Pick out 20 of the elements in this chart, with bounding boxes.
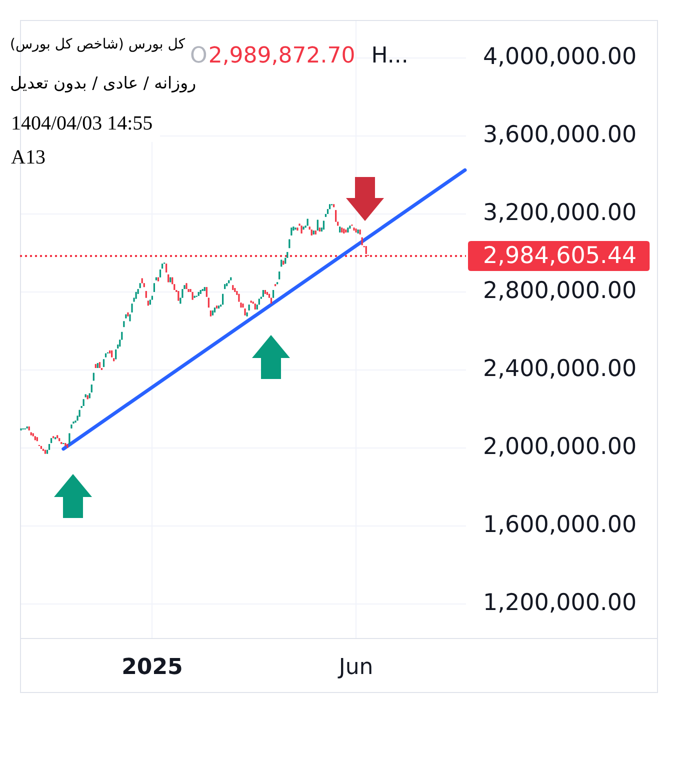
annotation: A13 bbox=[11, 146, 46, 168]
candlestick bbox=[206, 286, 208, 298]
y-tick-label: 2,800,000.00 bbox=[483, 278, 637, 304]
annotation: 2,989,872.70 bbox=[208, 44, 356, 69]
y-tick-label: 4,000,000.00 bbox=[483, 44, 637, 70]
y-tick-label: 1,200,000.00 bbox=[483, 590, 637, 616]
y-tick-label: 3,200,000.00 bbox=[483, 200, 637, 226]
y-tick-label: 2,000,000.00 bbox=[483, 434, 637, 460]
x-tick-label: 2025 bbox=[122, 654, 183, 680]
annotation: O bbox=[190, 44, 208, 69]
y-tick-label: 3,600,000.00 bbox=[483, 122, 637, 148]
y-tick-label: 2,400,000.00 bbox=[483, 356, 637, 382]
annotation: H... bbox=[371, 44, 408, 69]
ref-line-label: 2,984,605.44 bbox=[483, 242, 637, 269]
y-tick-label: 1,600,000.00 bbox=[483, 512, 637, 538]
x-tick-label: Jun bbox=[336, 654, 374, 680]
text: روزانه / عادی / بدون تعدیل bbox=[10, 73, 196, 94]
annotation: 1404/04/03 14:55 bbox=[11, 112, 153, 134]
candlestick bbox=[335, 210, 337, 222]
text: کل بورس (شاخص کل بورس) bbox=[10, 36, 186, 53]
